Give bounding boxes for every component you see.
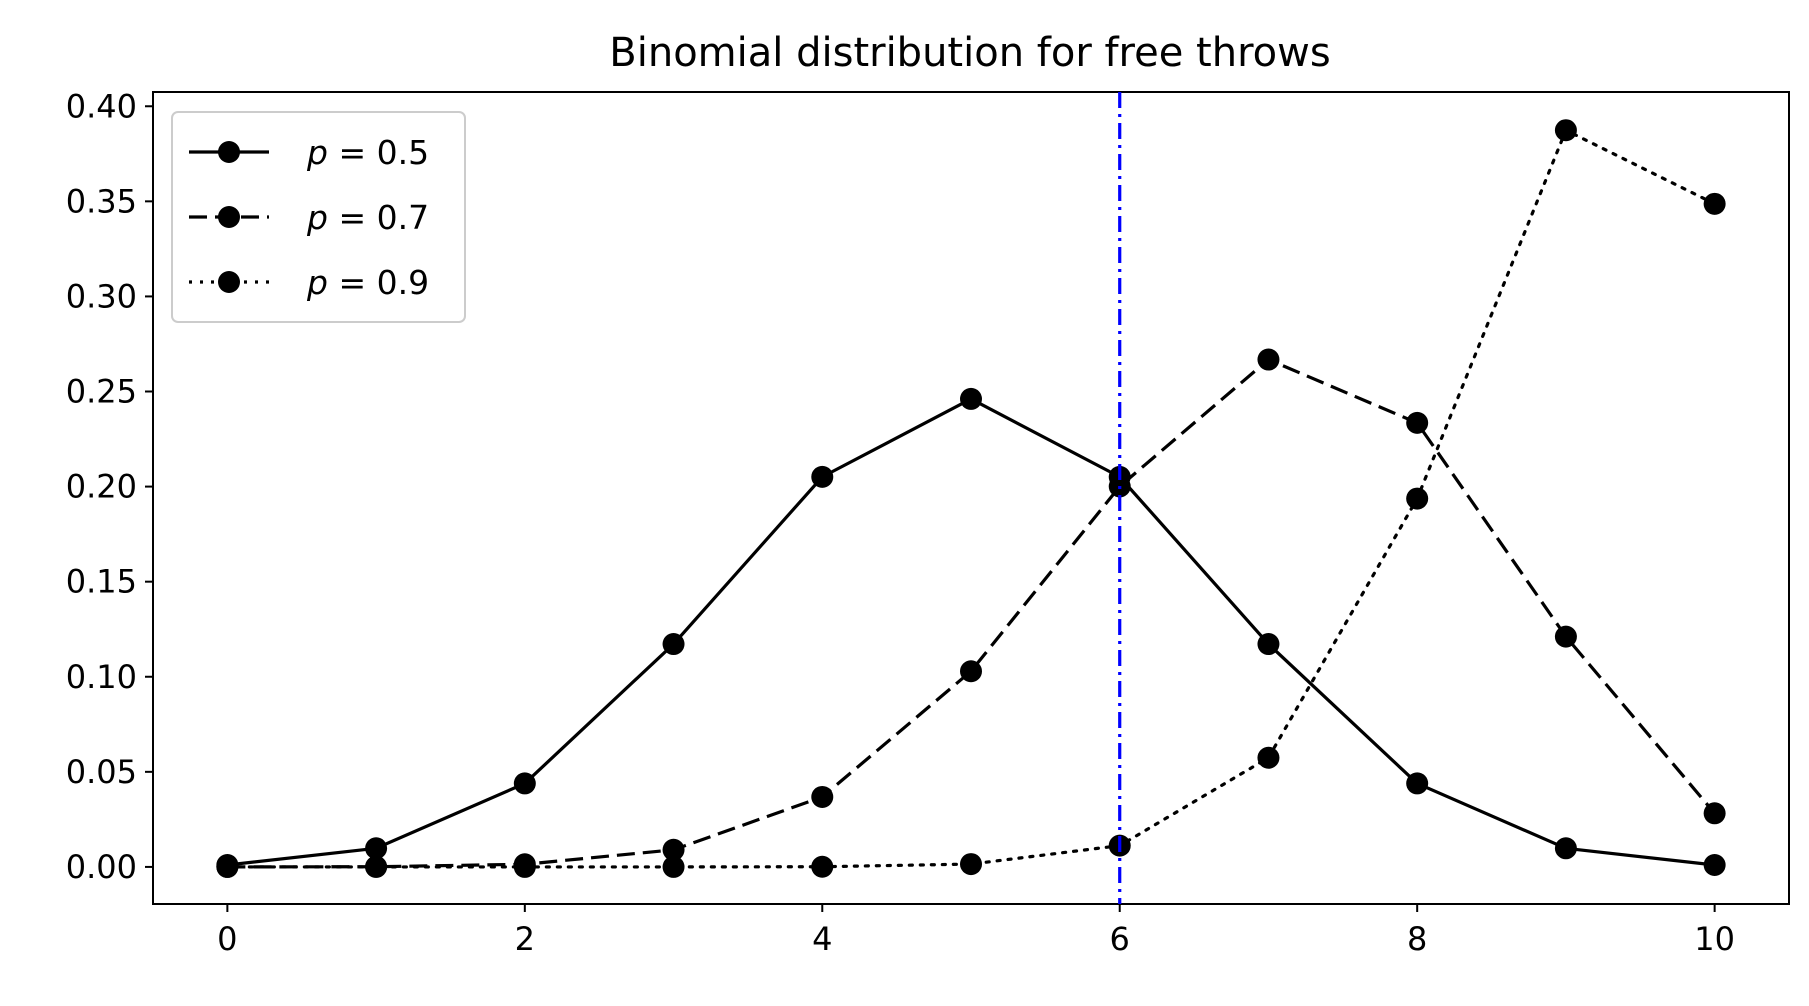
y-tick-label: 0.10	[66, 658, 137, 696]
data-point-series-2	[960, 853, 982, 876]
legend-marker	[218, 271, 240, 293]
data-layer	[216, 92, 1726, 904]
series-line-2	[225, 128, 1717, 869]
axes-frame	[152, 91, 1790, 905]
y-tick-label: 0.25	[66, 373, 137, 411]
data-point-series-1	[960, 660, 982, 683]
data-point-series-2	[662, 855, 685, 878]
data-point-series-2	[513, 855, 536, 878]
data-point-series-0	[811, 465, 834, 488]
data-point-series-1	[662, 838, 685, 861]
plot-area: 0 2 4 6 8 10 0.00 0.05 0.10 0.15 0.20 0.25 0.30 0.35 0…	[66, 87, 1790, 958]
data-point-series-0	[513, 772, 536, 795]
data-point-series-2	[365, 855, 388, 878]
y-tick-label: 0.20	[66, 468, 137, 506]
data-point-series-2	[216, 855, 239, 878]
legend-entry-1: p = 0.7	[189, 198, 429, 237]
data-point-series-1	[1554, 625, 1577, 648]
x-tick-label: 8	[1407, 920, 1427, 958]
data-point-series-0	[365, 837, 388, 860]
data-point-series-1	[1406, 411, 1429, 434]
y-tick-label: 0.35	[66, 182, 137, 220]
data-point-series-1	[811, 785, 834, 808]
x-tick-label: 10	[1694, 920, 1735, 958]
legend-label-value: = 0.7	[328, 198, 429, 237]
legend-box	[171, 111, 466, 323]
x-tick-label: 2	[515, 920, 535, 958]
y-tick-label: 0.30	[66, 277, 137, 315]
chart-title: Binomial distribution for free throws	[609, 30, 1330, 76]
legend-label-value: = 0.5	[328, 133, 429, 172]
data-point-series-2	[1406, 487, 1429, 510]
data-point-series-2	[1554, 119, 1577, 142]
series-line-0	[227, 397, 1715, 867]
data-point-series-2	[1257, 746, 1280, 769]
data-point-series-0	[662, 633, 685, 656]
data-point-series-2	[1703, 192, 1726, 215]
data-point-series-0	[1554, 837, 1577, 860]
legend-marker	[218, 206, 240, 228]
data-point-series-0	[960, 387, 982, 410]
legend-label: p = 0.7	[306, 198, 429, 237]
legend-label-value: = 0.9	[328, 263, 429, 302]
y-tick-label: 0.15	[66, 563, 137, 601]
data-point-series-2	[811, 855, 834, 878]
legend-entry-2: p = 0.9	[189, 263, 429, 302]
x-tick-label: 4	[812, 920, 832, 958]
legend-entry-0: p = 0.5	[189, 133, 429, 172]
legend-label: p = 0.9	[306, 263, 429, 302]
data-point-series-1	[1257, 348, 1280, 371]
data-point-series-1	[1703, 802, 1726, 825]
y-tick-label: 0.00	[66, 848, 137, 886]
legend-label-var: p	[306, 133, 328, 172]
data-point-series-0	[1406, 772, 1429, 795]
series-line-1	[227, 357, 1716, 869]
legend-label: p = 0.5	[306, 133, 429, 172]
y-tick-label: 0.40	[66, 87, 137, 125]
x-tick-label: 0	[217, 920, 237, 958]
data-point-series-0	[1257, 633, 1280, 656]
legend-marker	[218, 141, 240, 163]
legend-label-var: p	[306, 263, 328, 302]
x-tick-label: 6	[1110, 920, 1130, 958]
data-point-series-0	[1703, 854, 1726, 877]
legend-label-var: p	[306, 198, 328, 237]
y-tick-label: 0.05	[66, 753, 137, 791]
legend: p = 0.5p = 0.7p = 0.9	[171, 111, 466, 323]
